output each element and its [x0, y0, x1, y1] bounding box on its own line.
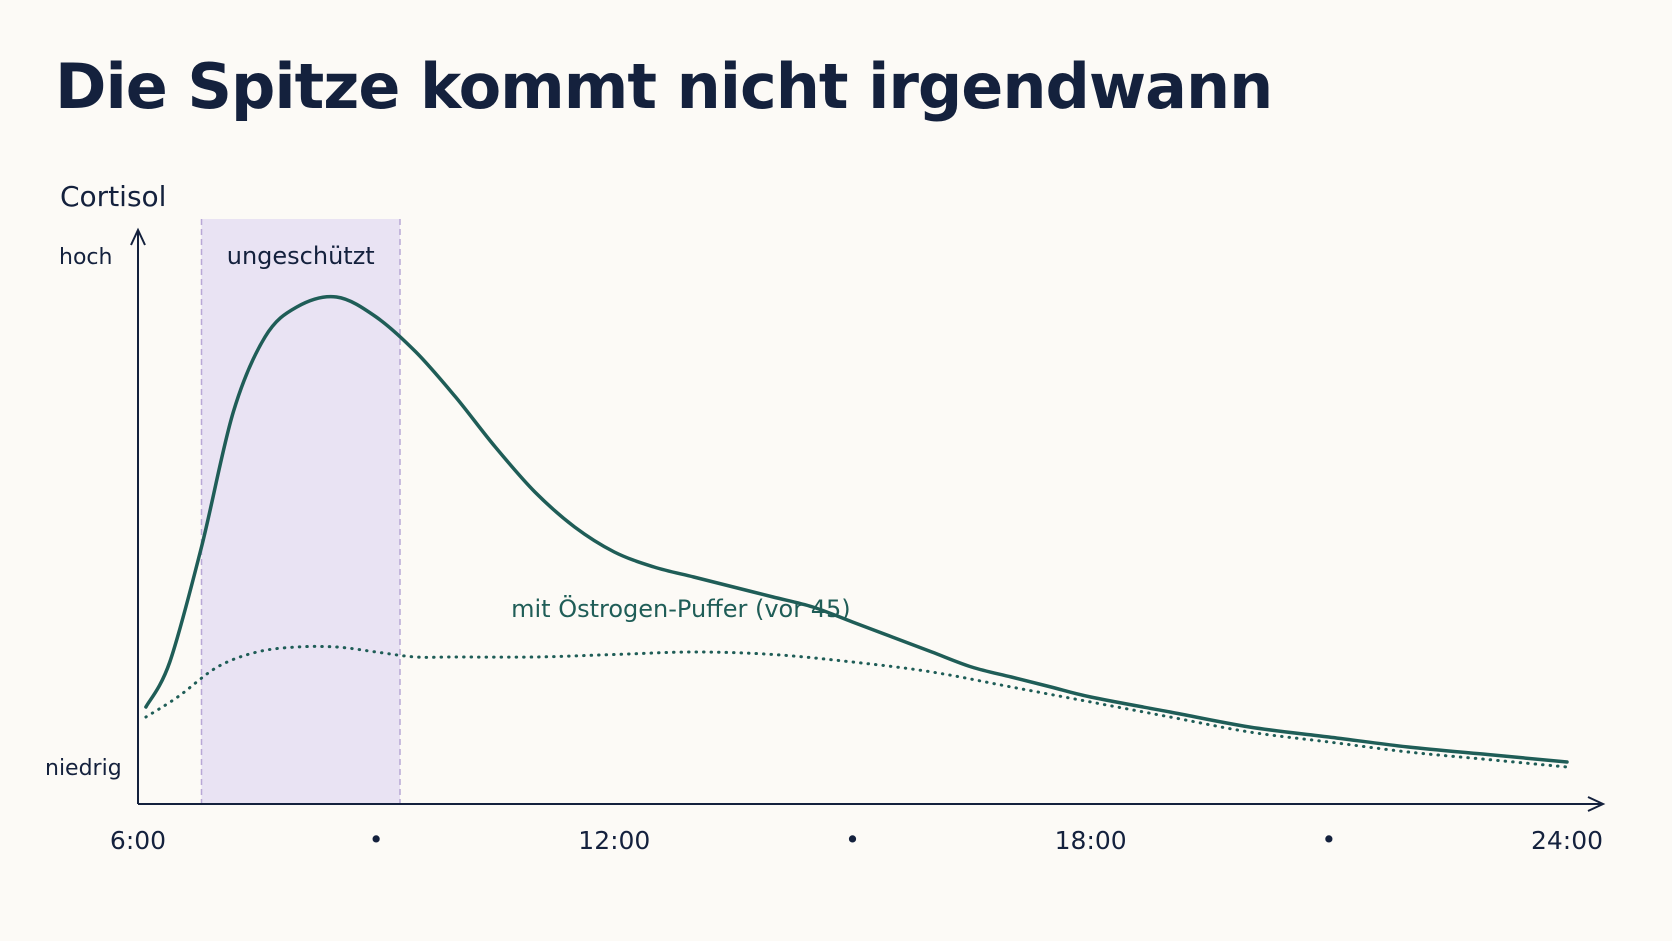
series-label-estrogen-buffer: mit Östrogen-Puffer (vor 45) [511, 594, 851, 623]
x-tick-dot: • [845, 825, 860, 854]
y-axis-label: Cortisol [60, 180, 166, 213]
band-label: ungeschützt [227, 242, 375, 270]
series-line-cortisol [144, 294, 1569, 764]
x-tick-label: 18:00 [1055, 826, 1127, 855]
x-axis-arrow-icon [1587, 796, 1606, 812]
axes [130, 227, 1606, 812]
y-tick-high: hoch [59, 245, 112, 270]
x-tick-labels: 6:00 • 12:00 • 18:00 • 24:00 [110, 825, 1603, 855]
series-group: mit Östrogen-Puffer (vor 45) [144, 294, 1569, 769]
series-line-estrogen-buffer [144, 644, 1569, 769]
y-axis-arrow-icon [130, 227, 146, 246]
unprotected-band-group: ungeschützt [200, 219, 401, 804]
unprotected-band [201, 219, 400, 804]
y-tick-low: niedrig [45, 756, 122, 781]
x-tick-dot: • [369, 825, 384, 854]
x-tick-dot: • [1321, 825, 1336, 854]
chart-title: Die Spitze kommt nicht irgendwann [55, 50, 1272, 123]
x-tick-label: 6:00 [110, 826, 166, 855]
x-tick-label: 12:00 [578, 826, 650, 855]
x-tick-label: 24:00 [1531, 826, 1603, 855]
